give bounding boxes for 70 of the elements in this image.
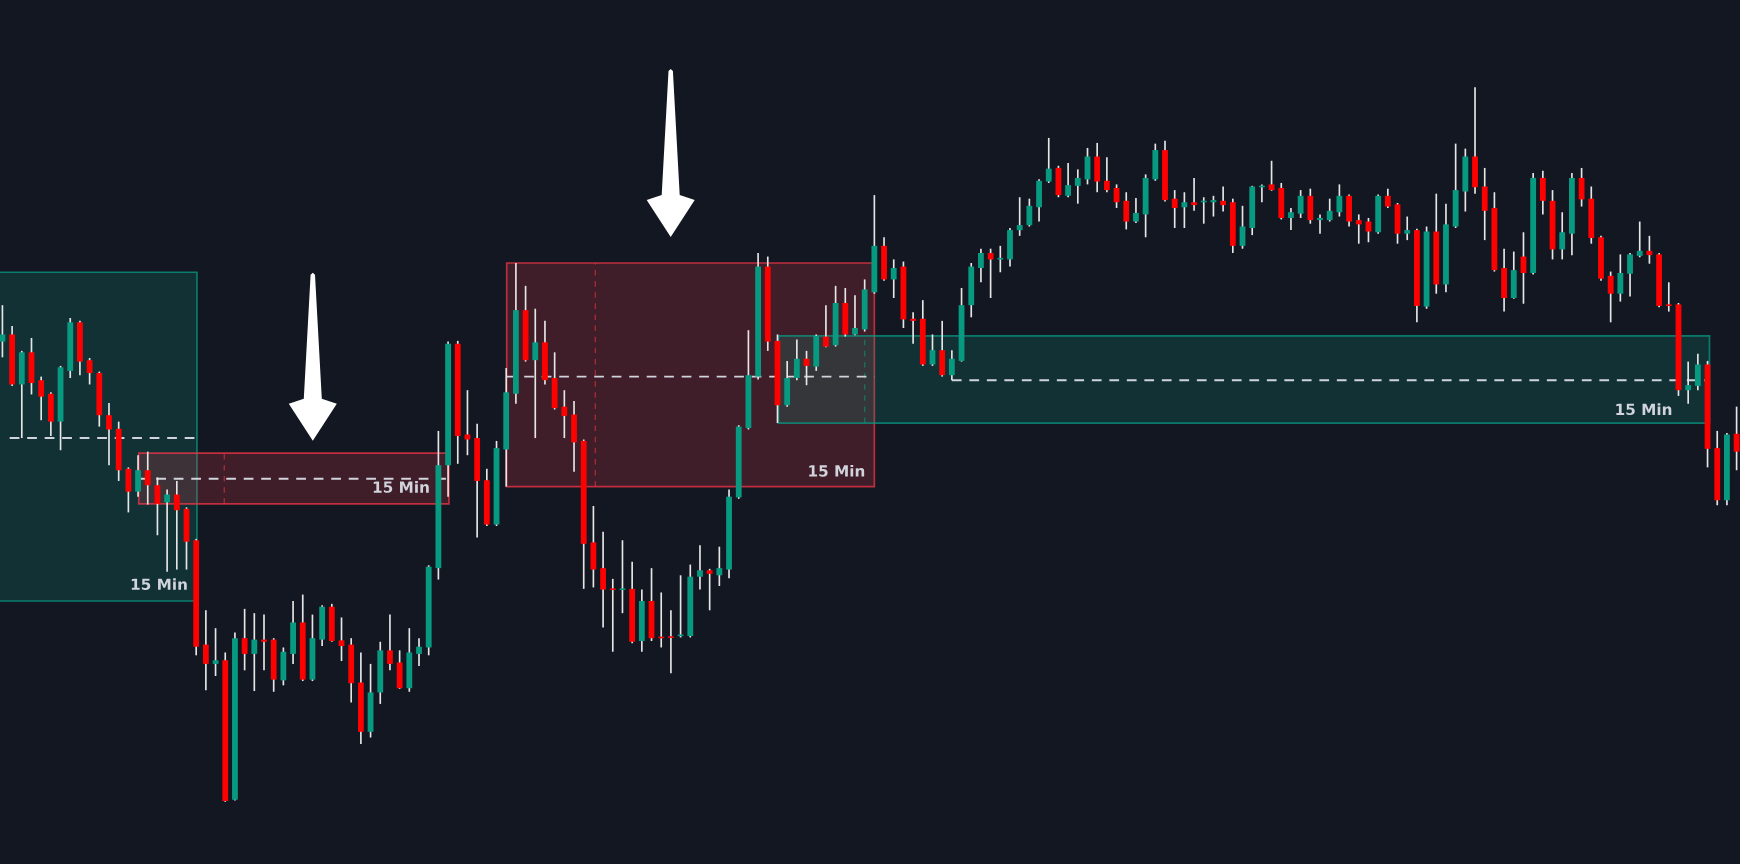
band-label: 15 Min — [131, 578, 187, 591]
candlestick — [890, 258, 897, 299]
candlestick — [416, 637, 422, 667]
candlestick — [948, 349, 955, 382]
candlestick — [1404, 215, 1411, 241]
candlestick — [1065, 162, 1072, 199]
candlestick — [1191, 177, 1197, 212]
candlestick — [1336, 183, 1343, 218]
candlestick — [1355, 213, 1362, 245]
candlestick — [387, 613, 393, 672]
candlestick — [609, 578, 616, 653]
candlestick — [1636, 220, 1643, 259]
candlestick — [164, 488, 171, 573]
candlestick — [1578, 167, 1585, 208]
band-label: 15 Min — [1616, 403, 1672, 416]
candlestick — [910, 311, 917, 345]
band-label: 15 Min — [373, 481, 429, 493]
candlestick — [1694, 352, 1701, 392]
candlestick — [1171, 189, 1178, 229]
candlestick — [1326, 197, 1333, 223]
candlestick — [987, 247, 994, 299]
candlestick — [1133, 197, 1139, 224]
candlestick — [125, 466, 132, 514]
candlestick — [135, 454, 141, 498]
candlestick — [38, 375, 45, 422]
candlestick — [1045, 137, 1052, 184]
candlestick — [852, 294, 858, 337]
candlestick — [561, 389, 568, 439]
candlestick — [1123, 191, 1130, 231]
candlestick — [1627, 252, 1633, 298]
candlestick — [241, 608, 248, 672]
candlestick — [1733, 405, 1740, 472]
candlestick — [338, 616, 345, 662]
candlestick — [978, 247, 984, 284]
candlestick — [173, 480, 180, 571]
candlestick — [1103, 156, 1110, 194]
candlestick — [1539, 169, 1546, 216]
candlestick — [1288, 207, 1294, 231]
candlestick — [1617, 253, 1624, 303]
candlestick — [823, 304, 829, 349]
candlestick — [1297, 189, 1304, 219]
candlestick — [1665, 281, 1672, 313]
candlestick — [793, 338, 800, 382]
candlestick — [1220, 185, 1227, 213]
candlestick — [202, 609, 209, 692]
candlestick — [1026, 197, 1033, 228]
candlestick — [1317, 213, 1323, 235]
candlestick — [619, 539, 626, 614]
candlestick — [532, 307, 539, 439]
candlestick — [261, 613, 267, 672]
band-label: 15 Min — [809, 464, 865, 477]
candlestick — [0, 304, 6, 359]
candlestick — [251, 612, 258, 692]
candlestick — [716, 545, 723, 587]
candlestick — [697, 544, 703, 591]
candlestick — [212, 627, 219, 677]
candlestick — [1074, 168, 1081, 205]
candlestick — [1016, 196, 1023, 237]
candlestick — [1607, 270, 1614, 324]
candlestick — [1559, 211, 1566, 261]
candlestick — [668, 609, 674, 675]
candlestick — [106, 402, 112, 467]
candlestick — [86, 357, 93, 386]
candlestick — [1685, 360, 1692, 405]
candlestick — [600, 530, 606, 629]
candlestick — [1268, 159, 1275, 192]
candlestick — [1384, 187, 1391, 209]
candlestick — [1181, 191, 1188, 229]
candlestick — [706, 568, 713, 612]
candlestick — [144, 450, 151, 506]
